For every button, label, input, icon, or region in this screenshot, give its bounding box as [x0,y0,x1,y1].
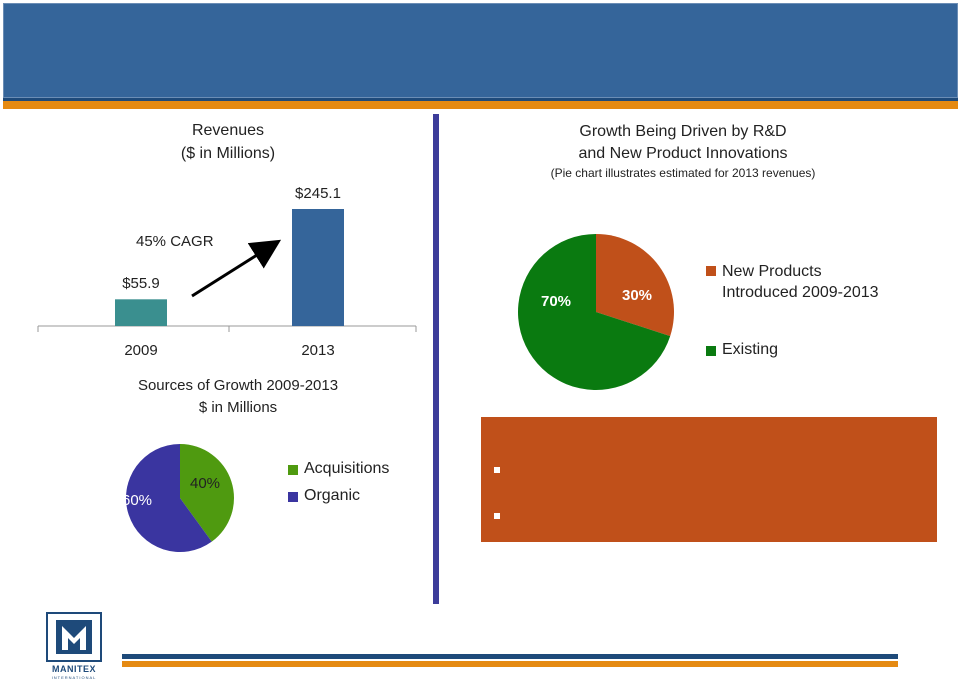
legend-label-new-products-line2: Introduced 2009-2013 [722,284,879,301]
legend-item-new-products: New Products Introduced 2009-2013 [706,261,879,303]
sources-title: Sources of Growth 2009-2013 [137,377,339,394]
legend-item-acquisitions: Acquisitions [288,460,389,478]
innovation-note: (Pie chart illustrates estimated for 201… [550,166,816,180]
footer-rule-orange [122,661,898,667]
logo-subtext: INTERNATIONAL [46,675,102,680]
bar-2009 [115,299,167,326]
legend-swatch-existing [706,346,716,356]
x-tick-label-2009: 2009 [124,342,158,359]
legend-label-organic: Organic [304,487,361,504]
pie-label-organic: 60% [122,492,153,509]
revenues-title: Revenues [191,122,265,139]
pie-label-existing: 70% [541,293,572,310]
legend-label-existing: Existing [722,341,779,358]
legend-swatch-organic [288,492,298,502]
legend-item-organic: Organic [288,487,360,505]
bar-value-label-2013: $245.1 [295,185,341,202]
legend-swatch-new-products [706,266,716,276]
logo-mark [46,612,102,662]
bar-2013 [292,209,344,326]
pie-slice-acquisitions [180,444,234,542]
legend-swatch-acquisitions [288,465,298,475]
legend-label-new-products: New Products Introduced 2009-2013 [722,261,879,303]
vertical-divider [433,114,439,604]
pie-label-acquisitions: 40% [190,475,221,492]
bar-value-label-2009: $55.9 [122,275,160,293]
callout-box [481,417,937,542]
bullet-marker [494,467,500,473]
logo-word: MANITEX [52,664,96,674]
innovation-title-line2: and New Product Innovations [578,145,788,162]
innovation-title-line1: Growth Being Driven by R&D [579,123,787,140]
logo-sub: INTERNATIONAL [51,675,97,680]
legend-label-new-products-line1: New Products [722,263,822,280]
manitex-logo: MANITEX INTERNATIONAL [46,612,102,680]
logo-wordmark: MANITEX [46,664,102,674]
cagr-arrow [191,239,282,298]
logo-m-icon [56,620,92,654]
cagr-annotation: 45% CAGR [136,233,214,250]
pie-label-new-products: 30% [622,287,653,304]
pie-slice-existing [518,234,671,390]
legend-label-acquisitions: Acquisitions [304,460,390,477]
footer-rule-blue [122,654,898,659]
revenues-subtitle: ($ in Millions) [180,145,276,162]
x-tick-label-2013: 2013 [301,342,335,359]
sources-subtitle: $ in Millions [198,399,278,416]
pie-slice-new-products [596,233,674,337]
header-band [3,3,958,98]
header-rule-blue [3,98,958,101]
bullet-marker [494,513,500,519]
legend-item-existing: Existing [706,341,778,359]
header-rule-orange [3,101,958,109]
